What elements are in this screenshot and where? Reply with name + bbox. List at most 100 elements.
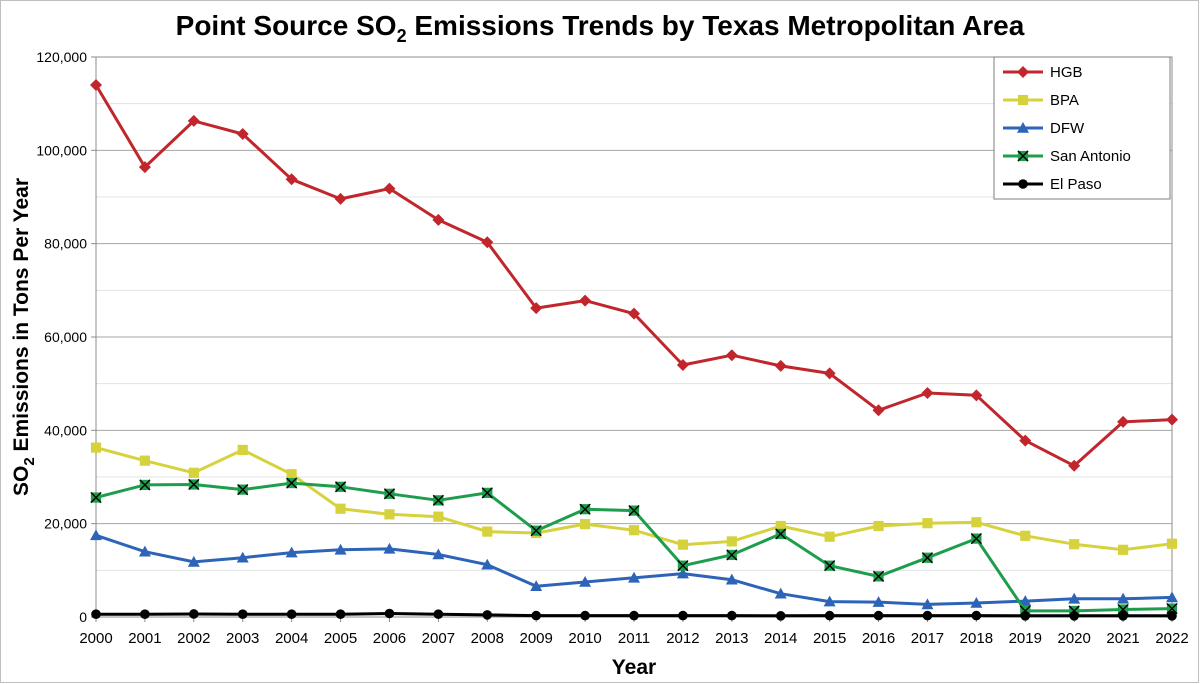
data-point (775, 528, 787, 540)
data-point (187, 114, 200, 127)
series-hgb (90, 79, 1178, 472)
data-point (1117, 544, 1129, 555)
x-tick-label: 2020 (1057, 630, 1090, 647)
data-point (334, 192, 347, 205)
data-point (236, 128, 249, 140)
data-point (629, 610, 639, 621)
data-point (580, 610, 590, 621)
data-point (91, 609, 101, 619)
legend-label: HGB (1050, 64, 1083, 81)
legend-item-dfw: DFW (1003, 120, 1085, 137)
data-point (676, 359, 689, 371)
y-axis-title-prefix: SO (10, 466, 33, 496)
data-point (628, 525, 640, 536)
data-point (138, 161, 151, 174)
data-point (334, 543, 347, 555)
data-point (921, 598, 934, 610)
data-point (1166, 413, 1178, 426)
y-axis: 0 20,000 40,000 60,000 80,000 100,000 120,000 (36, 49, 96, 625)
data-point (1068, 459, 1081, 472)
data-point (237, 609, 248, 619)
data-point (1020, 611, 1031, 621)
data-point (872, 570, 885, 582)
y-tick-label: 80,000 (44, 236, 87, 252)
data-point (188, 467, 199, 478)
chart-title-prefix: Point Source SO (176, 10, 397, 41)
x-tick-label: 2015 (813, 630, 846, 647)
data-point (383, 488, 396, 500)
x-tick-label: 2004 (275, 630, 308, 647)
legend-item-hgb: HGB (1003, 64, 1083, 81)
data-point (530, 525, 542, 537)
data-point (971, 610, 982, 621)
legend-label: El Paso (1050, 176, 1102, 193)
data-point (1166, 603, 1178, 615)
data-point (727, 610, 737, 621)
data-point (628, 505, 640, 517)
data-point (482, 610, 493, 620)
data-point (725, 573, 738, 585)
data-point (334, 481, 347, 493)
y-tick-label: 0 (79, 609, 87, 625)
x-tick-label: 2016 (862, 630, 895, 647)
data-point (531, 610, 541, 621)
data-point (481, 487, 493, 499)
data-point (1017, 150, 1029, 162)
x-tick-label: 2000 (79, 630, 112, 647)
data-point (530, 580, 543, 591)
data-point (1020, 530, 1031, 541)
data-point (774, 359, 787, 372)
data-point (922, 518, 933, 529)
x-tick-label: 2017 (911, 630, 944, 647)
data-point (139, 479, 151, 491)
data-point (628, 571, 640, 583)
data-point (823, 367, 836, 380)
data-point (1166, 538, 1178, 549)
x-tick-label: 2011 (618, 630, 650, 647)
data-point (921, 552, 934, 564)
data-point (873, 520, 884, 532)
data-point (1166, 591, 1178, 603)
data-point (579, 294, 592, 307)
data-point (138, 545, 151, 557)
data-point (286, 609, 297, 619)
data-point (823, 595, 836, 607)
legend: HGB BPA DFW San Antonio El Paso (993, 56, 1171, 200)
data-point (432, 213, 445, 226)
data-point (872, 596, 885, 607)
data-point (237, 484, 249, 496)
series-san-antonio (90, 477, 1178, 617)
data-point (286, 477, 298, 489)
data-point (725, 349, 738, 362)
x-tick-label: 2007 (422, 630, 455, 647)
legend-item-san-antonio: San Antonio (1003, 148, 1131, 165)
data-point (774, 587, 787, 599)
y-tick-label: 120,000 (36, 49, 87, 65)
y-tick-label: 40,000 (44, 422, 87, 438)
data-point (579, 503, 591, 515)
data-point (824, 560, 836, 572)
x-tick-label: 2009 (519, 630, 552, 647)
data-point (1117, 592, 1130, 604)
x-tick-label: 2012 (666, 630, 699, 647)
data-point (1117, 415, 1130, 428)
x-tick-label: 2005 (324, 630, 357, 647)
y-tick-label: 20,000 (44, 516, 87, 532)
series-lines (90, 79, 1178, 621)
data-point (433, 511, 444, 522)
data-point (1017, 122, 1029, 133)
gridlines (96, 103, 1172, 571)
x-tick-label: 2014 (764, 630, 797, 647)
data-point (384, 509, 395, 520)
data-point (971, 517, 982, 528)
series-dfw (90, 529, 1178, 610)
data-point (970, 597, 983, 608)
data-point (677, 539, 689, 550)
x-tick-label: 2008 (471, 630, 504, 647)
data-point (824, 531, 835, 542)
chart-title: Point Source SO2 Emissions Trends by Tex… (176, 10, 1025, 46)
legend-item-el-paso: El Paso (1003, 176, 1102, 193)
data-point (237, 444, 248, 456)
